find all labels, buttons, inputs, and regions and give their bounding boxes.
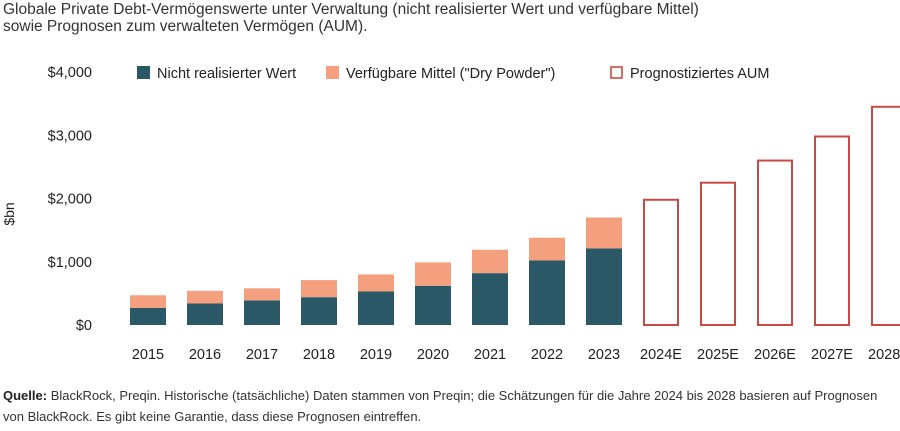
x-tick-label: 2020 xyxy=(417,347,449,363)
bar-unrealized-value xyxy=(358,291,394,325)
bar-projected-aum xyxy=(871,105,900,326)
bar-projected-aum xyxy=(700,181,736,326)
bar-dry-powder xyxy=(472,249,508,274)
chart-title: Globale Private Debt-Vermögenswerte unte… xyxy=(3,1,893,35)
legend-swatch xyxy=(610,66,623,79)
source-text: BlackRock, Preqin. Historische (tatsächl… xyxy=(3,388,878,424)
legend-swatch xyxy=(137,66,150,79)
bar-projected-aum xyxy=(643,198,679,326)
x-tick-label: 2026E xyxy=(754,347,796,363)
legend-label: Nicht realisierter Wert xyxy=(157,66,296,82)
y-tick-label: $0 xyxy=(76,318,92,334)
bar-unrealized-value xyxy=(586,248,622,325)
y-axis-label: $bn xyxy=(1,202,17,225)
y-axis: $0 $1,000 $2,000 $3,000 $4,000 xyxy=(48,65,92,334)
legend-item: Verfügbare Mittel ("Dry Powder") xyxy=(326,66,555,82)
x-tick-label: 2018 xyxy=(303,347,335,363)
y-tick-label: $2,000 xyxy=(48,192,92,208)
bar-dry-powder xyxy=(358,274,394,292)
bar-unrealized-value xyxy=(415,285,451,325)
x-tick-label: 2027E xyxy=(811,347,853,363)
bar-dry-powder xyxy=(187,290,223,304)
y-tick-label: $1,000 xyxy=(48,255,92,271)
bar-unrealized-value xyxy=(187,303,223,325)
x-tick-label: 2028E xyxy=(868,347,900,363)
bar-projected-aum xyxy=(814,135,850,326)
source-note: Quelle: BlackRock, Preqin. Historische (… xyxy=(3,385,893,427)
bar-dry-powder xyxy=(301,280,337,298)
legend: Nicht realisierter Wert Verfügbare Mittel… xyxy=(137,66,769,82)
bar-dry-powder xyxy=(130,295,166,308)
x-tick-label: 2017 xyxy=(246,347,278,363)
x-axis: 2015 2016 2017 2018 2019 2020 2021 2022 2023 2024… xyxy=(132,347,900,363)
legend-item: Prognostiziertes AUM xyxy=(610,66,769,82)
bar-unrealized-value xyxy=(244,300,280,325)
x-tick-label: 2021 xyxy=(474,347,506,363)
source-label: Quelle: xyxy=(3,388,48,403)
bar-dry-powder xyxy=(586,217,622,249)
x-tick-label: 2024E xyxy=(640,347,682,363)
bar-unrealized-value xyxy=(301,297,337,325)
legend-item: Nicht realisierter Wert xyxy=(137,66,296,82)
bar-projected-aum xyxy=(757,159,793,326)
y-tick-label: $3,000 xyxy=(48,128,92,144)
x-tick-label: 2016 xyxy=(189,347,221,363)
bar-dry-powder xyxy=(244,288,280,301)
chart-title-line-2: sowie Prognosen zum verwalteten Vermögen… xyxy=(3,18,368,35)
bar-unrealized-value xyxy=(130,307,166,325)
legend-swatch xyxy=(326,66,339,79)
x-tick-label: 2015 xyxy=(132,347,164,363)
bar-unrealized-value xyxy=(529,260,565,325)
x-tick-label: 2023 xyxy=(588,347,620,363)
legend-label: Verfügbare Mittel ("Dry Powder") xyxy=(346,66,555,82)
legend-label: Prognostiziertes AUM xyxy=(630,66,769,82)
x-tick-label: 2019 xyxy=(360,347,392,363)
x-tick-label: 2025E xyxy=(697,347,739,363)
y-tick-label: $4,000 xyxy=(48,65,92,81)
bars xyxy=(130,105,900,326)
bar-dry-powder xyxy=(415,262,451,286)
chart-title-line-1: Globale Private Debt-Vermögenswerte unte… xyxy=(3,1,699,18)
bar-chart: $0$1,000$2,000$3,000$4,000 2015 2016 2017 2… xyxy=(1,65,900,363)
x-tick-label: 2022 xyxy=(531,347,563,363)
bar-unrealized-value xyxy=(472,273,508,325)
bar-dry-powder xyxy=(529,237,565,261)
